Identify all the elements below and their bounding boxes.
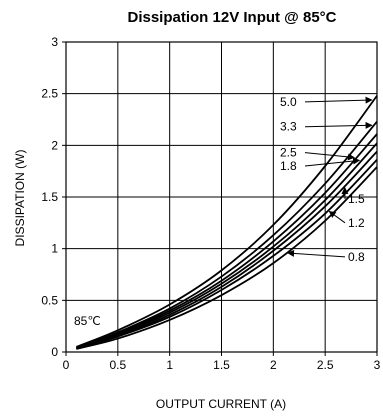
y-tick-label: 1 [51, 242, 58, 256]
callout-1_8-label: 1.8 [280, 159, 297, 173]
series-line-2_5 [76, 133, 378, 349]
temperature-annotation: 85℃ [74, 314, 101, 328]
y-tick-label: 0.5 [41, 293, 58, 307]
y-tick-label: 1.5 [41, 190, 58, 204]
series-line-5_0 [76, 95, 378, 348]
series-line-3_3 [76, 120, 378, 349]
y-tick-label: 2.5 [41, 87, 58, 101]
x-tick-label: 3 [374, 358, 381, 372]
x-tick-label: 2.5 [317, 358, 334, 372]
callout-1_5-label: 1.5 [348, 192, 365, 206]
callout-5_0-label: 5.0 [280, 95, 297, 109]
series-line-0_8 [76, 166, 378, 350]
chart-title: Dissipation 12V Input @ 85°C [128, 9, 337, 26]
series-line-1_5 [76, 150, 378, 350]
y-axis-label: DISSIPATION (W) [13, 150, 27, 247]
callout-1_2-arrow [328, 210, 346, 224]
callout-2_5-arrow [304, 152, 355, 161]
y-tick-label: 0 [51, 345, 58, 359]
callout-3_3-label: 3.3 [280, 120, 297, 134]
x-tick-label: 0 [63, 358, 70, 372]
x-tick-label: 1.5 [213, 358, 230, 372]
callout-2_5-label: 2.5 [280, 146, 297, 160]
callout-3_3-arrow [304, 121, 373, 129]
x-axis-label: OUTPUT CURRENT (A) [156, 397, 286, 411]
y-tick-label: 3 [51, 35, 58, 49]
series-line-1_2 [76, 159, 378, 350]
callout-5_0-arrow [304, 96, 373, 104]
x-tick-label: 1 [166, 358, 173, 372]
x-tick-label: 2 [270, 358, 277, 372]
callout-0_8-label: 0.8 [348, 250, 365, 264]
callout-0_8-arrow [287, 249, 346, 258]
x-tick-label: 0.5 [109, 358, 126, 372]
series-callouts: 5.0 3.3 2.51.8 1.5 1.2 0.8 [280, 95, 373, 264]
grid [65, 41, 378, 353]
axis-ticks: 0 0.5 1 1.5 2 2.5 3 0 0.5 1 1.5 2 2.5 3 [41, 35, 380, 372]
callout-1_2-label: 1.2 [348, 216, 365, 230]
series-lines [76, 95, 378, 350]
callout-1_8-arrow [304, 157, 361, 167]
y-tick-label: 2 [51, 138, 58, 152]
series-line-1_8 [76, 142, 378, 349]
